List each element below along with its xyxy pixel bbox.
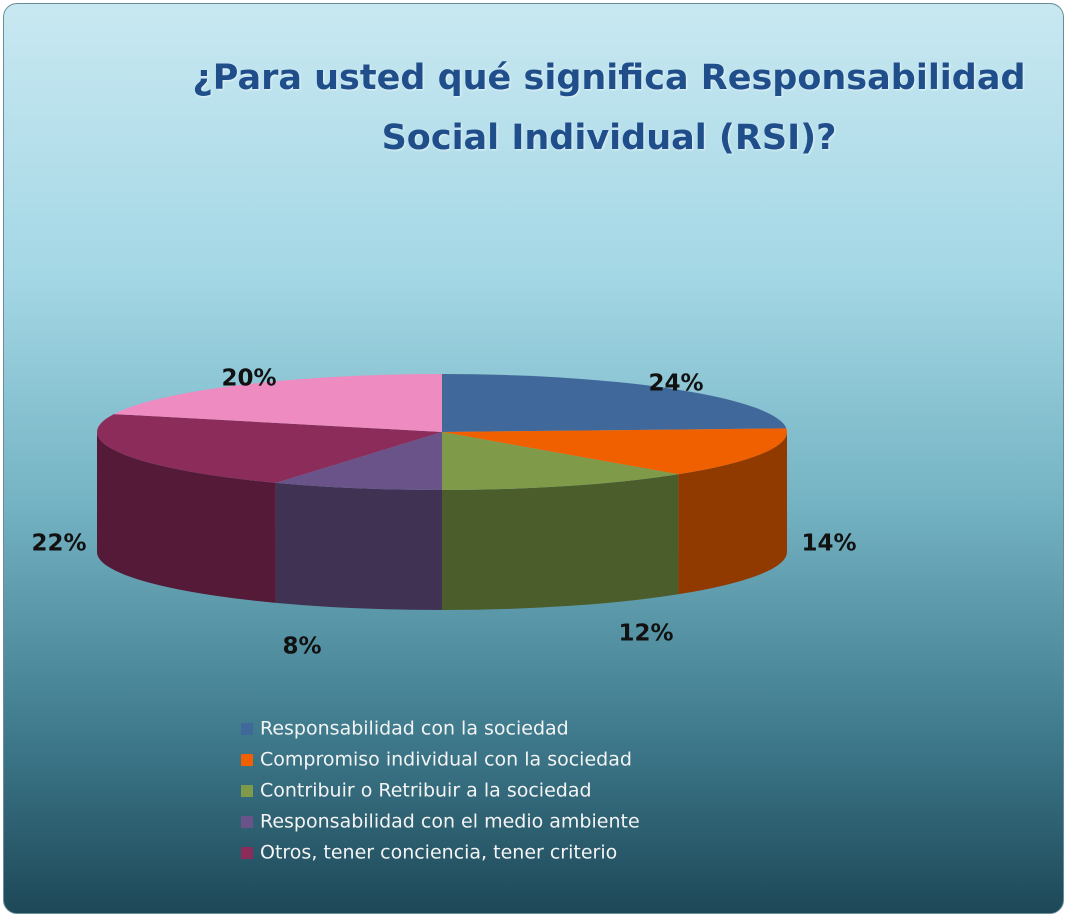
legend-label: Otros, tener conciencia, tener criterio	[260, 842, 617, 864]
pie-side	[275, 482, 442, 610]
data-label: 20%	[221, 366, 276, 392]
pie-side	[442, 474, 679, 610]
pie-slice	[442, 374, 787, 432]
chart: 24% 14% 12% 8% 22% 20% Responsabilidad con la …	[31, 366, 856, 864]
legend-label: Compromiso individual con la sociedad	[260, 749, 632, 771]
pie-slice	[275, 432, 442, 490]
chart-frame: 24% 14% 12% 8% 22% 20% Responsabilidad con la …	[3, 3, 1064, 914]
pie-slice	[442, 428, 787, 475]
legend-label: Responsabilidad con el medio ambiente	[260, 811, 640, 833]
pie-slice	[96, 414, 443, 483]
legend-swatch	[241, 785, 253, 797]
data-label: 14%	[801, 531, 856, 557]
chart-title: ¿Para usted qué significa Responsabilida…	[192, 58, 1026, 158]
legend-label: Contribuir o Retribuir a la sociedad	[260, 780, 592, 802]
legend-swatch	[241, 847, 253, 859]
data-label: 24%	[648, 371, 703, 397]
data-label: 8%	[282, 634, 321, 660]
pie-slice	[113, 374, 442, 432]
legend-swatch	[241, 754, 253, 766]
pie-slice	[442, 432, 679, 490]
legend-swatch	[241, 816, 253, 828]
data-label: 22%	[31, 531, 86, 557]
pie-side	[678, 432, 787, 595]
legend-swatch	[241, 723, 253, 735]
pie-side	[97, 432, 276, 603]
data-label: 12%	[618, 621, 673, 647]
legend-label: Responsabilidad con la sociedad	[260, 718, 569, 740]
